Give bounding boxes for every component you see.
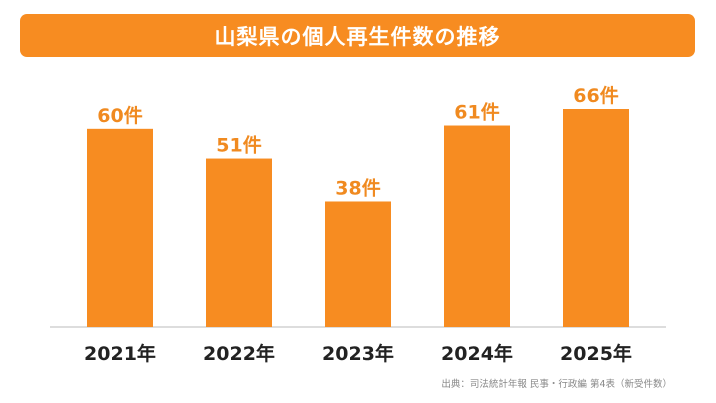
- bar-0: [87, 128, 153, 327]
- x-tick-label-2: 2023年: [322, 342, 394, 365]
- title-banner: 山梨県の個人再生件数の推移: [20, 14, 695, 57]
- bar-2: [325, 201, 391, 327]
- x-tick-label-4: 2025年: [560, 342, 632, 365]
- x-tick-label-0: 2021年: [84, 342, 156, 365]
- value-label-1: 51件: [216, 134, 261, 157]
- bar-1: [206, 158, 272, 327]
- bar-3: [444, 125, 510, 327]
- bar-4: [563, 109, 629, 327]
- value-label-2: 38件: [335, 176, 380, 199]
- chart-title: 山梨県の個人再生件数の推移: [214, 24, 501, 49]
- x-tick-label-3: 2024年: [441, 342, 513, 365]
- value-label-4: 66件: [573, 84, 618, 107]
- source-note: 出典：司法統計年報 民事・行政編 第4表（新受件数）: [441, 379, 672, 390]
- value-label-3: 61件: [454, 101, 499, 124]
- value-label-0: 60件: [97, 104, 142, 127]
- x-tick-label-1: 2022年: [203, 342, 275, 365]
